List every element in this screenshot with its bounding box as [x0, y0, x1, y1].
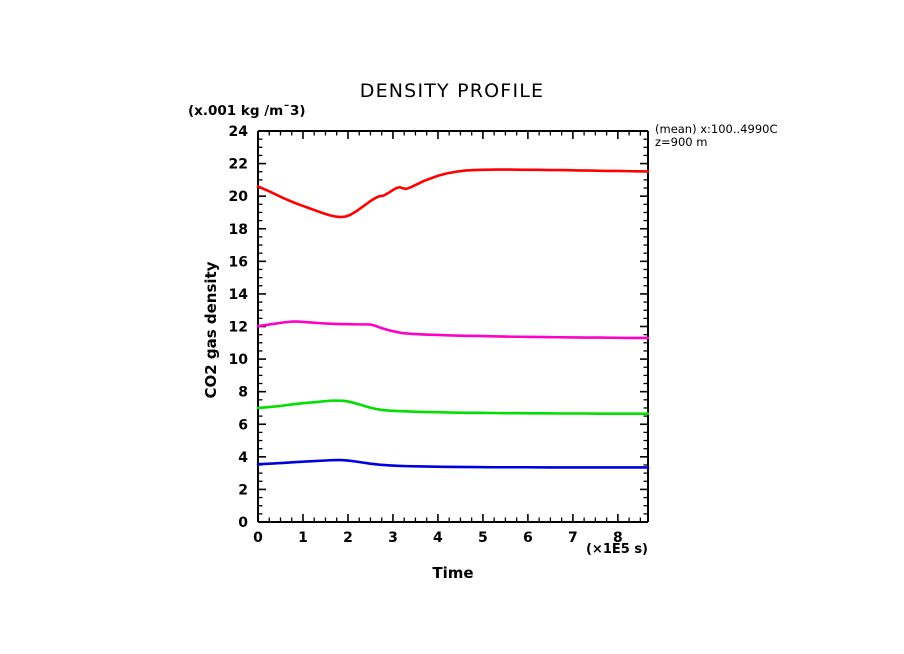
x-tick-label: 1	[298, 530, 308, 546]
x-axis-ticks	[257, 131, 642, 522]
y-tick-label: 2	[238, 482, 248, 498]
x-axis-exponent-label: (×1E5 s)	[586, 542, 648, 557]
x-axis-title: Time	[432, 564, 473, 582]
y-tick-label: 6	[238, 417, 248, 433]
x-tick-label: 0	[253, 530, 263, 546]
y-tick-label: 20	[229, 189, 249, 205]
y-axis-title: CO2 gas density	[202, 261, 220, 398]
y-tick-label: 8	[238, 385, 248, 401]
x-tick-label: 8	[613, 530, 623, 546]
series-magenta-series	[256, 320, 650, 340]
annotation-depth: z=900 m	[655, 135, 707, 149]
y-tick-label: 16	[229, 254, 248, 270]
x-axis-tick-labels: 0 1 2 3 4 5 6 7 8	[253, 530, 623, 546]
y-tick-label: 10	[229, 352, 249, 368]
x-tick-label: 7	[568, 530, 578, 546]
y-tick-label: 24	[229, 124, 249, 140]
y-axis-units-label: (x.001 kg /m¯3)	[188, 103, 306, 119]
x-tick-label: 4	[433, 530, 443, 546]
y-axis-ticks	[258, 130, 648, 523]
x-tick-label: 3	[388, 530, 398, 546]
x-tick-label: 5	[478, 530, 488, 546]
annotation-mean-range: (mean) x:100..4990C	[655, 122, 777, 136]
y-tick-label: 14	[229, 287, 249, 303]
data-series-layer	[256, 168, 650, 469]
series-red-series	[256, 168, 650, 219]
y-tick-label: 0	[238, 515, 248, 531]
x-tick-label: 6	[523, 530, 533, 546]
y-tick-label: 18	[229, 222, 248, 238]
series-blue-series	[256, 458, 650, 469]
chart-title: DENSITY PROFILE	[360, 80, 545, 102]
y-tick-label: 22	[229, 157, 248, 173]
series-green-series	[256, 399, 650, 415]
y-tick-label: 4	[238, 450, 248, 466]
x-tick-label: 2	[343, 530, 353, 546]
y-tick-label: 12	[229, 320, 248, 336]
